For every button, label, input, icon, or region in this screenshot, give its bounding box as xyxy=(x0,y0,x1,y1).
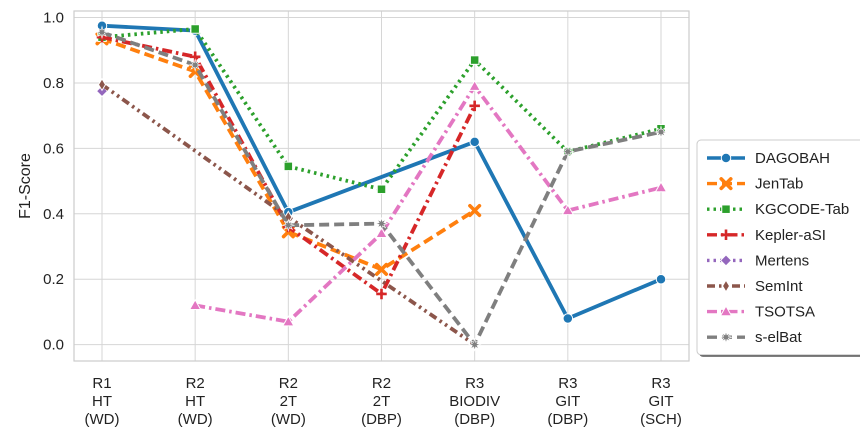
data-point xyxy=(281,218,296,233)
x-tick-label-line: (WD) xyxy=(271,411,306,428)
x-tick-label-line: 2T xyxy=(373,393,391,410)
series-lines xyxy=(95,20,668,352)
legend-entry: DAGOBAH xyxy=(707,150,830,167)
data-point xyxy=(190,24,200,34)
data-point xyxy=(655,273,667,285)
x-tick-label-line: R2 xyxy=(372,375,391,392)
series-s-elbat xyxy=(95,25,668,352)
data-point xyxy=(719,330,733,345)
y-tick-label: 1.0 xyxy=(43,10,64,27)
data-point xyxy=(654,181,668,193)
data-point xyxy=(719,254,733,267)
y-tick-label: 0.0 xyxy=(43,337,64,354)
x-tick-label-line: (DBP) xyxy=(547,411,588,428)
data-point xyxy=(376,288,387,300)
data-point xyxy=(97,77,107,92)
data-point xyxy=(469,55,480,65)
x-tick-label-line: R3 xyxy=(465,375,484,392)
x-tick-label-line: R2 xyxy=(186,375,205,392)
legend-entry: s-elBat xyxy=(707,329,803,346)
data-point xyxy=(467,337,482,352)
x-tick-label-line: R3 xyxy=(651,375,670,392)
data-point xyxy=(719,305,733,317)
legend-label: SemInt xyxy=(755,278,803,295)
x-tick-label-line: 2T xyxy=(280,393,298,410)
data-point xyxy=(374,262,389,276)
data-point xyxy=(560,144,575,159)
data-point xyxy=(720,229,732,241)
legend-label: s-elBat xyxy=(755,329,803,346)
data-point xyxy=(188,58,203,72)
y-tick-label: 0.6 xyxy=(43,140,64,157)
series-line xyxy=(194,84,662,324)
series-tsotsa xyxy=(188,79,668,327)
x-tick-label-line: (WD) xyxy=(85,411,120,428)
x-tick-label-line: R1 xyxy=(92,375,111,392)
data-point xyxy=(721,204,731,214)
data-point xyxy=(374,216,389,231)
x-tick-label-line: (DBP) xyxy=(454,411,495,428)
x-tick-label-line: BIODIV xyxy=(449,393,500,410)
legend-entry: JenTab xyxy=(707,176,803,193)
legend-label: JenTab xyxy=(755,176,803,193)
x-tick-label-line: GIT xyxy=(649,393,674,410)
legend-label: TSOTSA xyxy=(755,304,815,321)
legend-entry: Mertens xyxy=(707,252,809,269)
y-axis-ticks: 0.0 0.2 0.4 0.6 0.8 1.0 xyxy=(43,10,64,354)
y-tick-label: 0.2 xyxy=(43,271,64,288)
series-line xyxy=(101,37,476,272)
data-point xyxy=(720,152,732,164)
data-point xyxy=(95,25,109,40)
y-tick-label: 0.4 xyxy=(43,206,64,223)
data-point xyxy=(654,125,668,139)
x-tick-label-line: HT xyxy=(92,393,112,410)
data-point xyxy=(719,177,733,191)
data-point xyxy=(721,279,731,293)
plot-frame xyxy=(73,10,690,362)
legend-label: KGCODE-Tab xyxy=(755,201,849,218)
x-tick-label-line: (SCH) xyxy=(640,411,682,428)
data-point xyxy=(469,100,480,112)
data-point xyxy=(281,315,295,327)
x-tick-label-line: R3 xyxy=(558,375,577,392)
data-point xyxy=(375,226,388,239)
legend-entry: TSOTSA xyxy=(707,304,815,321)
data-point xyxy=(376,184,387,195)
legend-label: Mertens xyxy=(755,252,809,269)
legend: DAGOBAH JenTab KGCODE-Tab Kepler-aSI Mertens… xyxy=(696,139,860,357)
data-point xyxy=(468,79,482,91)
y-tick-label: 0.8 xyxy=(43,75,64,92)
x-tick-label-line: HT xyxy=(185,393,205,410)
data-point xyxy=(562,313,574,324)
legend-label: Kepler-aSI xyxy=(755,227,826,244)
x-tick-label-line: R2 xyxy=(279,375,298,392)
data-point xyxy=(468,203,482,218)
data-point xyxy=(561,204,575,216)
data-point xyxy=(188,298,202,311)
legend-label: DAGOBAH xyxy=(755,150,830,167)
legend-box xyxy=(696,139,860,356)
y-axis-label: F1-Score xyxy=(17,153,34,219)
data-point xyxy=(469,136,480,148)
x-tick-label-line: (DBP) xyxy=(361,411,402,428)
x-tick-label-line: GIT xyxy=(555,393,580,410)
x-tick-label-line: (WD) xyxy=(178,411,213,428)
data-point xyxy=(283,161,294,172)
legend-entry: SemInt xyxy=(707,278,803,295)
x-axis-ticks: R1HT(WD)R2HT(WD)R22T(WD)R22T(DBP)R3BIODI… xyxy=(85,375,682,428)
legend-entry: Kepler-aSI xyxy=(707,227,826,244)
legend-entry: KGCODE-Tab xyxy=(707,201,849,218)
